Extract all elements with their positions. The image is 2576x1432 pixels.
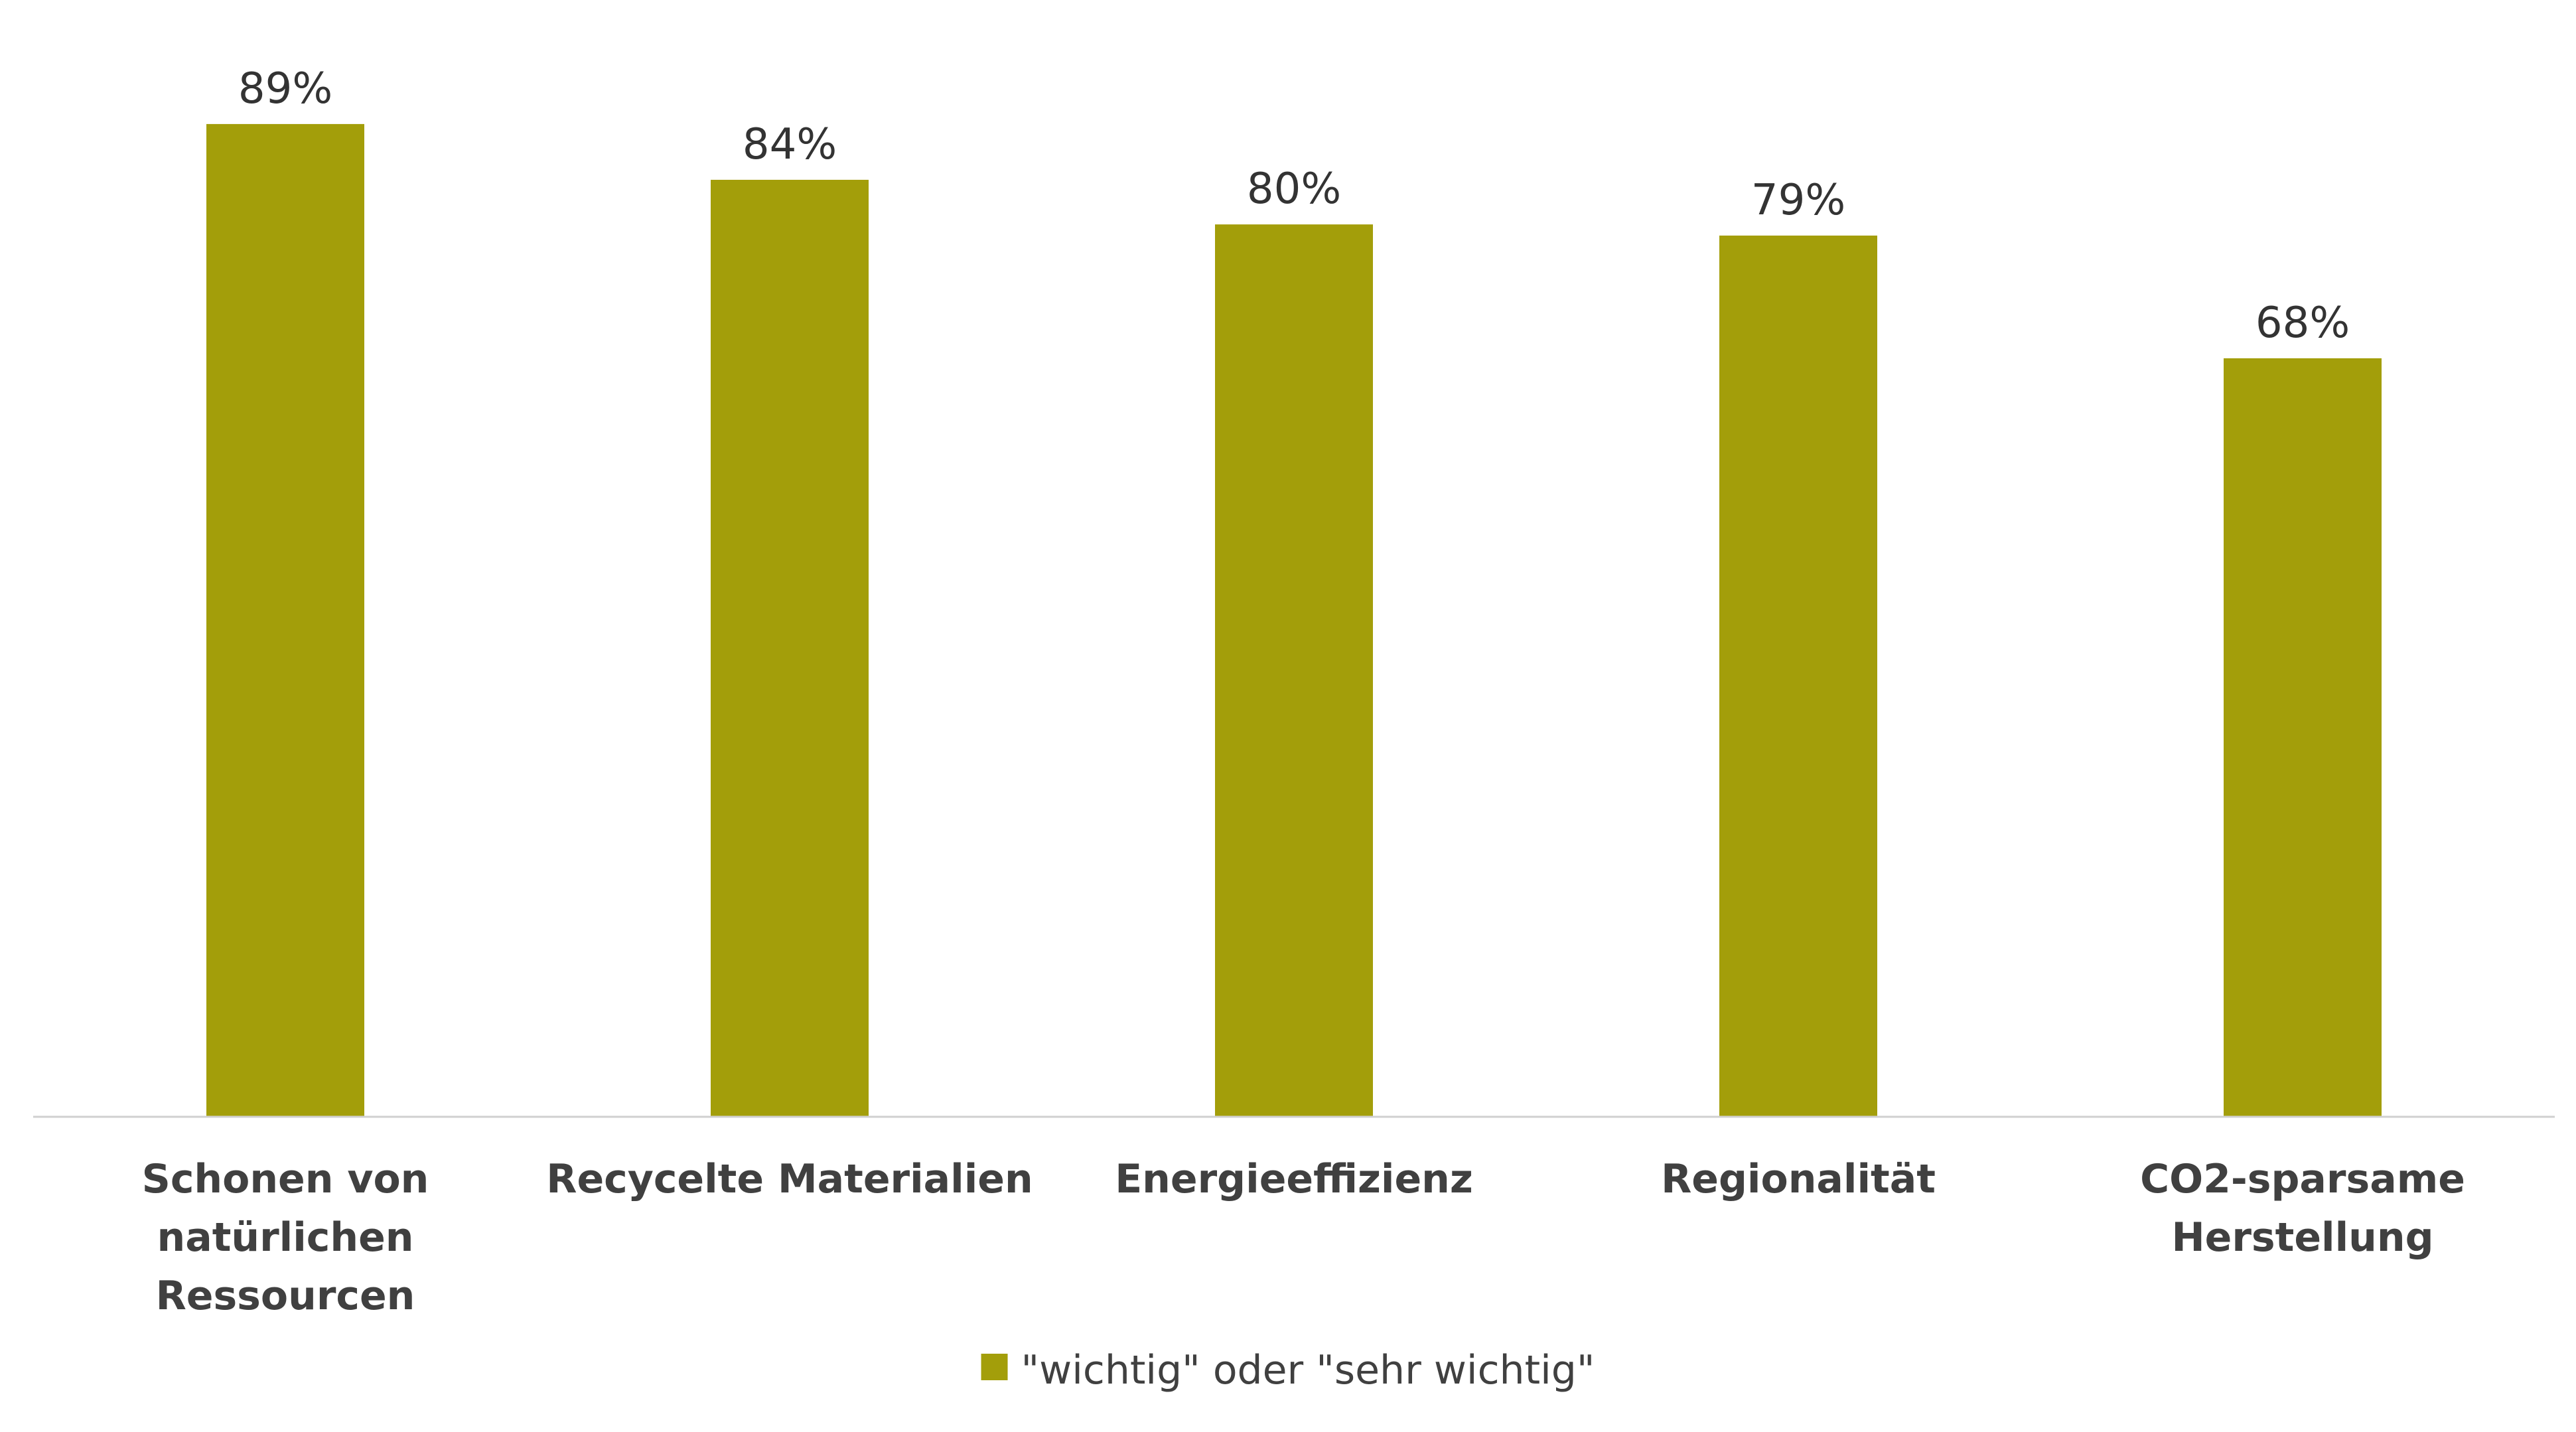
category-label-line: natürlichen — [157, 1214, 413, 1261]
bars-group — [206, 123, 2382, 1117]
category-label-line: CO2-sparsame — [2140, 1156, 2465, 1202]
data-label-2: 84% — [743, 120, 837, 169]
category-label-line: Energieeffizienz — [1115, 1156, 1473, 1202]
category-label-line: Regionalität — [1661, 1156, 1936, 1202]
category-label-5: CO2-sparsame Herstellung — [2140, 1156, 2465, 1261]
category-label-3: Energieeffizienz — [1115, 1156, 1473, 1202]
category-labels-group: Schonen von natürlichen Ressourcen Recycelt… — [142, 1156, 2465, 1319]
category-label-line: Schonen von — [142, 1156, 429, 1202]
category-label-1: Schonen von natürlichen Ressourcen — [142, 1156, 429, 1319]
bar-2 — [711, 179, 869, 1117]
value-labels-group: 89% 84% 80% 79% 68% — [238, 64, 2350, 348]
bar-5 — [2224, 358, 2382, 1117]
category-label-line: Ressourcen — [156, 1273, 415, 1319]
category-label-4: Regionalität — [1661, 1156, 1936, 1202]
legend-label: "wichtig" oder "sehr wichtig" — [1021, 1347, 1595, 1394]
legend: "wichtig" oder "sehr wichtig" — [981, 1347, 1595, 1394]
bar-4 — [1719, 236, 1877, 1117]
bar-3 — [1215, 224, 1373, 1117]
data-label-4: 79% — [1751, 176, 1845, 225]
data-label-5: 68% — [2255, 299, 2350, 348]
legend-swatch — [981, 1354, 1008, 1380]
bar-1 — [206, 123, 364, 1117]
category-label-2: Recycelte Materialien — [546, 1156, 1033, 1202]
data-label-3: 80% — [1247, 165, 1341, 214]
category-label-line: Herstellung — [2171, 1214, 2433, 1261]
data-label-1: 89% — [238, 64, 332, 113]
category-label-line: Recycelte Materialien — [546, 1156, 1033, 1202]
